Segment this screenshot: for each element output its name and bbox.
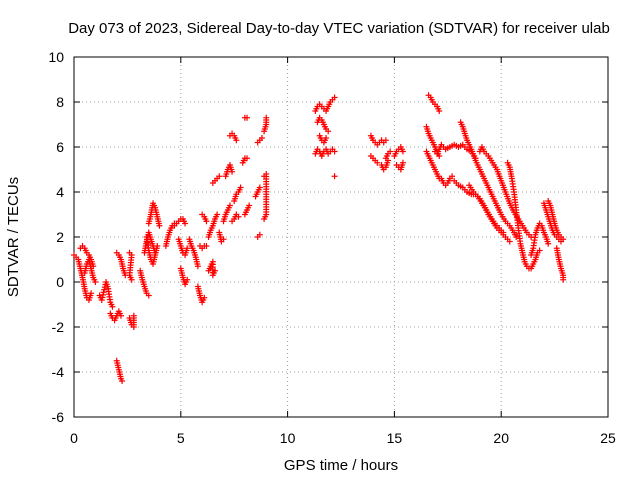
x-tick-label: 0 [70, 430, 78, 446]
data-point [88, 290, 95, 297]
y-tick-label: 8 [56, 94, 64, 110]
data-point [323, 135, 330, 141]
grid [74, 57, 608, 417]
y-tick-label: 0 [56, 274, 64, 290]
x-tick-label: 15 [387, 430, 403, 446]
data-point [560, 236, 567, 243]
data-point [184, 245, 191, 252]
data-point [145, 292, 152, 299]
y-tick-label: 2 [56, 229, 64, 245]
data-point [182, 220, 189, 227]
data-point [261, 173, 268, 180]
data-point [256, 184, 263, 191]
data-point [184, 276, 191, 283]
data-point [545, 240, 552, 247]
data-point [399, 148, 406, 155]
data-point [560, 276, 567, 283]
x-tick-label: 5 [177, 430, 185, 446]
data-point [130, 312, 137, 319]
data-point [500, 229, 507, 236]
data-point [201, 294, 208, 301]
data-point [235, 213, 242, 220]
x-tick-label: 25 [600, 430, 616, 446]
data-point [382, 137, 389, 144]
data-point [154, 243, 161, 249]
data-point [92, 279, 99, 285]
chart-title: Day 073 of 2023, Sidereal Day-to-day VTE… [68, 20, 610, 37]
data-point [246, 202, 253, 209]
data-point [117, 312, 124, 319]
data-point [194, 263, 201, 270]
data-point [211, 267, 218, 274]
data-point [214, 211, 221, 218]
data-point [128, 276, 135, 283]
data-point [203, 243, 210, 249]
x-tick-label: 20 [493, 430, 509, 446]
data-point [374, 159, 381, 166]
y-tick-label: -4 [52, 364, 65, 380]
data-point [331, 148, 338, 155]
data-point [331, 173, 338, 180]
data-point [244, 114, 251, 121]
data-point [256, 231, 263, 238]
data-point [216, 173, 223, 180]
data-point [237, 184, 244, 191]
data-point [258, 135, 265, 141]
data-point [226, 202, 233, 209]
data-point [109, 303, 116, 310]
y-axis-title: SDTVAR / TECUs [5, 177, 22, 297]
x-axis-title: GPS time / hours [284, 457, 398, 474]
data-point [229, 168, 236, 175]
data-point [156, 222, 163, 229]
y-tick-label: -2 [52, 319, 65, 335]
y-tick-label: 6 [56, 139, 64, 155]
axis-ticks: 0 5 10 15 20 25 -6 -4 -2 0 2 4 6 8 10 [48, 49, 616, 446]
data-point [244, 155, 251, 162]
data-point [119, 378, 126, 384]
data-point [536, 247, 543, 254]
y-tick-label: 10 [48, 49, 64, 65]
data-point [399, 159, 406, 166]
y-tick-label: 4 [56, 184, 64, 200]
data-point [220, 236, 227, 243]
data-point [233, 137, 240, 144]
data-point [449, 173, 456, 180]
y-tick-label: -6 [52, 409, 65, 425]
data-point [506, 238, 513, 245]
data-points [71, 92, 567, 384]
data-point [331, 94, 338, 101]
data-point [263, 114, 270, 121]
data-point [203, 218, 210, 225]
data-point [325, 128, 332, 135]
data-point [387, 148, 394, 155]
data-point [513, 234, 520, 240]
x-tick-label: 10 [280, 430, 296, 446]
data-point [436, 108, 443, 114]
